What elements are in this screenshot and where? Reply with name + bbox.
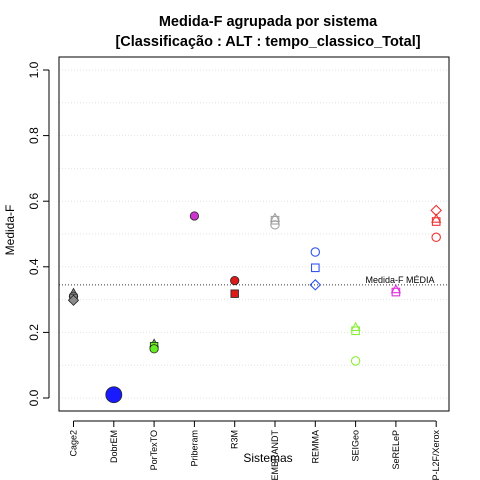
point-triangle bbox=[390, 284, 402, 294]
x-category-label: PorTexTO bbox=[149, 430, 159, 470]
x-axis-label: Sistemas bbox=[243, 451, 292, 465]
plot-frame bbox=[58, 56, 450, 412]
point-circle bbox=[270, 220, 280, 230]
point-circle bbox=[431, 232, 441, 243]
x-category-label: SEIGeo bbox=[351, 430, 361, 462]
point-circle bbox=[189, 211, 199, 221]
point-square bbox=[351, 326, 360, 336]
y-axis: 0.0 0.2 0.4 0.6 0.8 1.0 bbox=[27, 61, 50, 406]
data-points bbox=[67, 204, 443, 404]
x-category-label: DobrEM bbox=[109, 430, 119, 463]
x-category-label: REMMA bbox=[310, 430, 320, 464]
point-square bbox=[270, 215, 280, 225]
y-tick-label: 0.4 bbox=[27, 258, 41, 275]
point-square bbox=[310, 263, 320, 273]
y-tick-label: 0.8 bbox=[27, 127, 41, 144]
y-tick-label: 0.2 bbox=[27, 324, 41, 341]
point-circle bbox=[310, 247, 321, 257]
point-triangle bbox=[269, 212, 281, 222]
chart-title-line-2: [Classificação : ALT : tempo_classico_To… bbox=[115, 34, 420, 50]
point-circle bbox=[350, 356, 361, 366]
point-diamond bbox=[67, 294, 80, 306]
point-square bbox=[431, 217, 441, 226]
point-circle bbox=[230, 275, 240, 286]
x-category-label: Cage2 bbox=[69, 430, 79, 457]
point-circle bbox=[105, 386, 123, 404]
chart-title-line-1: Medida-F agrupada por sistema bbox=[159, 14, 378, 30]
y-tick-label: 1.0 bbox=[27, 61, 41, 78]
point-square bbox=[230, 289, 239, 298]
point-diamond bbox=[309, 279, 322, 291]
y-tick-label: 0.6 bbox=[27, 193, 41, 210]
point-square bbox=[391, 287, 401, 297]
x-category-label: SeRELeP bbox=[391, 430, 401, 470]
mean-line-label: Medida-F MÉDIA bbox=[365, 275, 434, 285]
x-category-label: XIP-L2F/Xerox bbox=[431, 430, 441, 480]
grid-lines bbox=[59, 69, 449, 399]
y-axis-label: Medida-F bbox=[3, 205, 17, 256]
x-category-label: Priberam bbox=[189, 430, 199, 467]
point-circle bbox=[149, 344, 159, 354]
x-category-label: REMBRANDT bbox=[270, 430, 280, 480]
x-axis: Cage2 DobrEM PorTexTO Priberam R3M REMBRANDT R… bbox=[69, 420, 441, 480]
y-tick-label: 0.0 bbox=[27, 389, 41, 406]
point-triangle bbox=[431, 213, 442, 223]
x-category-label: R3M bbox=[230, 430, 240, 449]
